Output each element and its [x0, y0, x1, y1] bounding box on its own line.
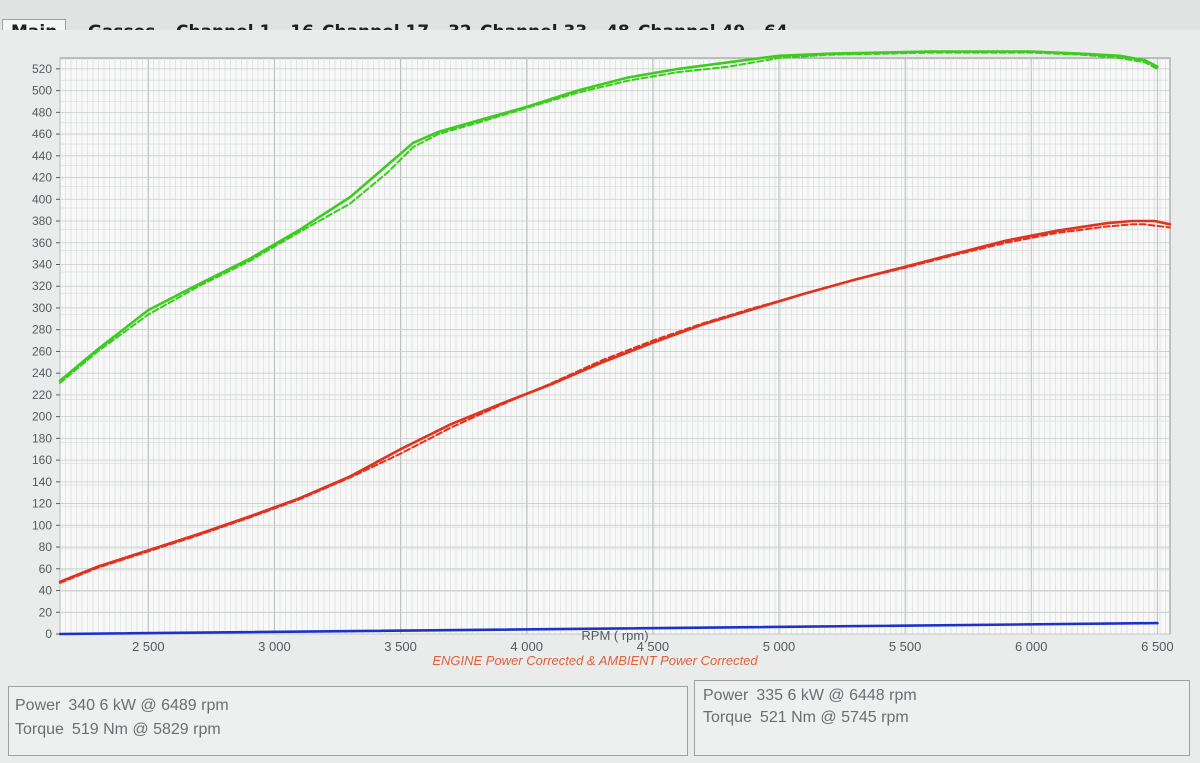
y-tick-label: 420 [32, 171, 52, 185]
y-tick-label: 80 [39, 540, 53, 554]
y-tick-label: 320 [32, 279, 52, 293]
major-grid [60, 58, 1170, 635]
x-tick-label: 4 500 [637, 639, 670, 654]
right-power-value: 335 6 kW @ 6448 rpm [756, 687, 917, 704]
y-tick-label: 400 [32, 192, 52, 206]
series-line-0 [58, 50, 1159, 383]
right-torque-value: 521 Nm @ 5745 rpm [759, 709, 909, 726]
series-line-3 [59, 223, 1171, 584]
y-tick-label: 500 [32, 84, 52, 98]
x-tick-label: 3 500 [384, 639, 417, 654]
y-tick-label: 60 [39, 562, 53, 576]
y-tick-label: 480 [32, 105, 52, 119]
dyno-chart: 0 20 40 60 80 100 120 140 160 180 200 220 240 260 280 3… [0, 30, 1200, 680]
x-tick-label: 6 000 [1015, 639, 1048, 654]
y-axis: 0 20 40 60 80 100 120 140 160 180 200 220 240 260 280 3… [32, 62, 60, 641]
y-tick-label: 140 [32, 475, 52, 489]
left-power-value: 340 6 kW @ 6489 rpm [68, 697, 229, 714]
y-tick-label: 260 [32, 344, 52, 358]
result-panel-left: Power 340 6 kW @ 6489 rpm Torque 519 Nm @ … [8, 686, 688, 756]
series-line-2 [58, 219, 1172, 584]
result-panel-right: Power 335 6 kW @ 6448 rpm Torque 521 Nm @ … [694, 680, 1190, 756]
x-tick-label: 4 000 [510, 639, 543, 654]
left-torque-value: 519 Nm @ 5829 rpm [71, 721, 221, 738]
y-tick-label: 40 [39, 584, 53, 598]
x-tick-label: 5 000 [763, 639, 796, 654]
y-tick-label: 220 [32, 388, 52, 402]
y-tick-label: 340 [32, 257, 52, 271]
series-line-1 [59, 51, 1159, 384]
right-torque-line: Torque 521 Nm @ 5745 rpm [703, 709, 909, 727]
y-tick-label: 440 [32, 149, 52, 163]
y-tick-label: 300 [32, 301, 52, 315]
right-power-line: Power 335 6 kW @ 6448 rpm [703, 687, 917, 705]
y-tick-label: 460 [32, 127, 52, 141]
left-power-line: Power 340 6 kW @ 6489 rpm [15, 697, 229, 715]
x-tick-label: 2 500 [132, 639, 165, 654]
x-axis-label: RPM ( rpm) [581, 628, 648, 643]
y-tick-label: 20 [39, 605, 53, 619]
y-tick-label: 160 [32, 453, 52, 467]
y-tick-label: 120 [32, 497, 52, 511]
right-torque-label: Torque [703, 709, 752, 726]
y-tick-label: 200 [32, 410, 52, 424]
x-tick-label: 6 500 [1141, 639, 1174, 654]
left-torque-line: Torque 519 Nm @ 5829 rpm [15, 721, 221, 739]
x-tick-label: 5 500 [889, 639, 922, 654]
series-layer [58, 50, 1172, 636]
y-tick-label: 280 [32, 323, 52, 337]
y-tick-label: 240 [32, 366, 52, 380]
right-power-label: Power [703, 687, 749, 704]
x-tick-label: 3 000 [258, 639, 291, 654]
left-torque-label: Torque [15, 721, 64, 738]
y-tick-label: 520 [32, 62, 52, 76]
left-power-label: Power [15, 697, 61, 714]
y-tick-label: 0 [45, 627, 52, 641]
chart-subtitle: ENGINE Power Corrected & AMBIENT Power C… [432, 653, 758, 668]
y-tick-label: 360 [32, 236, 52, 250]
series-line-4 [58, 621, 1159, 636]
y-tick-label: 100 [32, 518, 52, 532]
y-tick-label: 380 [32, 214, 52, 228]
y-tick-label: 180 [32, 431, 52, 445]
x-axis: 2 500 3 000 3 500 4 000 4 500 5 000 5 500 6 000… [132, 639, 1174, 654]
plot-area [59, 57, 1171, 635]
